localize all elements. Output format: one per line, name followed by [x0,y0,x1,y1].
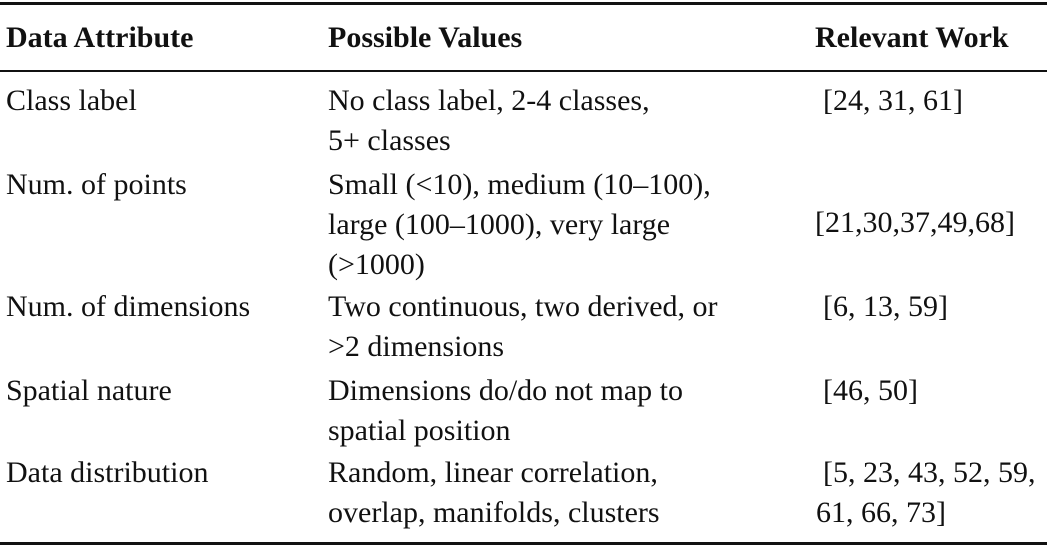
citation-line: [5, 23, 43, 52, 59, [823,456,1036,489]
row-class-label-work: [24, 31, 61] [823,81,963,121]
row-num-dimensions-values: Two continuous, two derived, or >2 dimen… [328,287,718,367]
header-rule [0,70,1047,72]
header-data-attribute: Data Attribute [6,21,194,54]
row-num-points-attribute: Num. of points [6,168,187,201]
top-rule [0,2,1047,5]
value-line: >2 dimensions [328,330,505,363]
citation-line: [21,30,37,49,68] [815,206,1015,239]
row-num-dimensions-attribute: Num. of dimensions [6,290,251,323]
value-line: large (100–1000), very large [328,208,671,241]
row-spatial-nature-values: Dimensions do/do not map to spatial posi… [328,371,683,451]
header-possible-values: Possible Values [328,21,523,54]
value-line: Dimensions do/do not map to [328,374,683,407]
row-spatial-nature-work: [46, 50] [823,371,918,411]
value-line: No class label, 2-4 classes, [328,84,650,117]
row-num-dimensions-work: [6, 13, 59] [823,287,948,327]
value-line: spatial position [328,414,511,447]
citation-line: 61, 66, 73] [816,496,946,529]
row-num-points-work: [21,30,37,49,68] [815,203,1015,243]
value-line: 5+ classes [328,124,451,157]
row-data-distribution-values: Random, linear correlation, overlap, man… [328,453,660,533]
value-line: (>1000) [328,248,425,281]
row-data-distribution-attribute: Data distribution [6,456,209,489]
citation-line: [24, 31, 61] [823,84,963,117]
value-line: Random, linear correlation, [328,456,658,489]
value-line: overlap, manifolds, clusters [328,496,660,529]
bottom-rule [0,542,1047,545]
row-class-label-attribute: Class label [6,84,137,117]
row-data-distribution-work: [5, 23, 43, 52, 59, 61, 66, 73] [816,453,1036,533]
header-relevant-work: Relevant Work [815,21,1009,54]
row-class-label-values: No class label, 2-4 classes, 5+ classes [328,81,650,161]
row-spatial-nature-attribute: Spatial nature [6,374,172,407]
citation-line: [6, 13, 59] [823,290,948,323]
citation-line: [46, 50] [823,374,918,407]
row-num-points-values: Small (<10), medium (10–100), large (100… [328,165,711,285]
value-line: Two continuous, two derived, or [328,290,718,323]
value-line: Small (<10), medium (10–100), [328,168,711,201]
